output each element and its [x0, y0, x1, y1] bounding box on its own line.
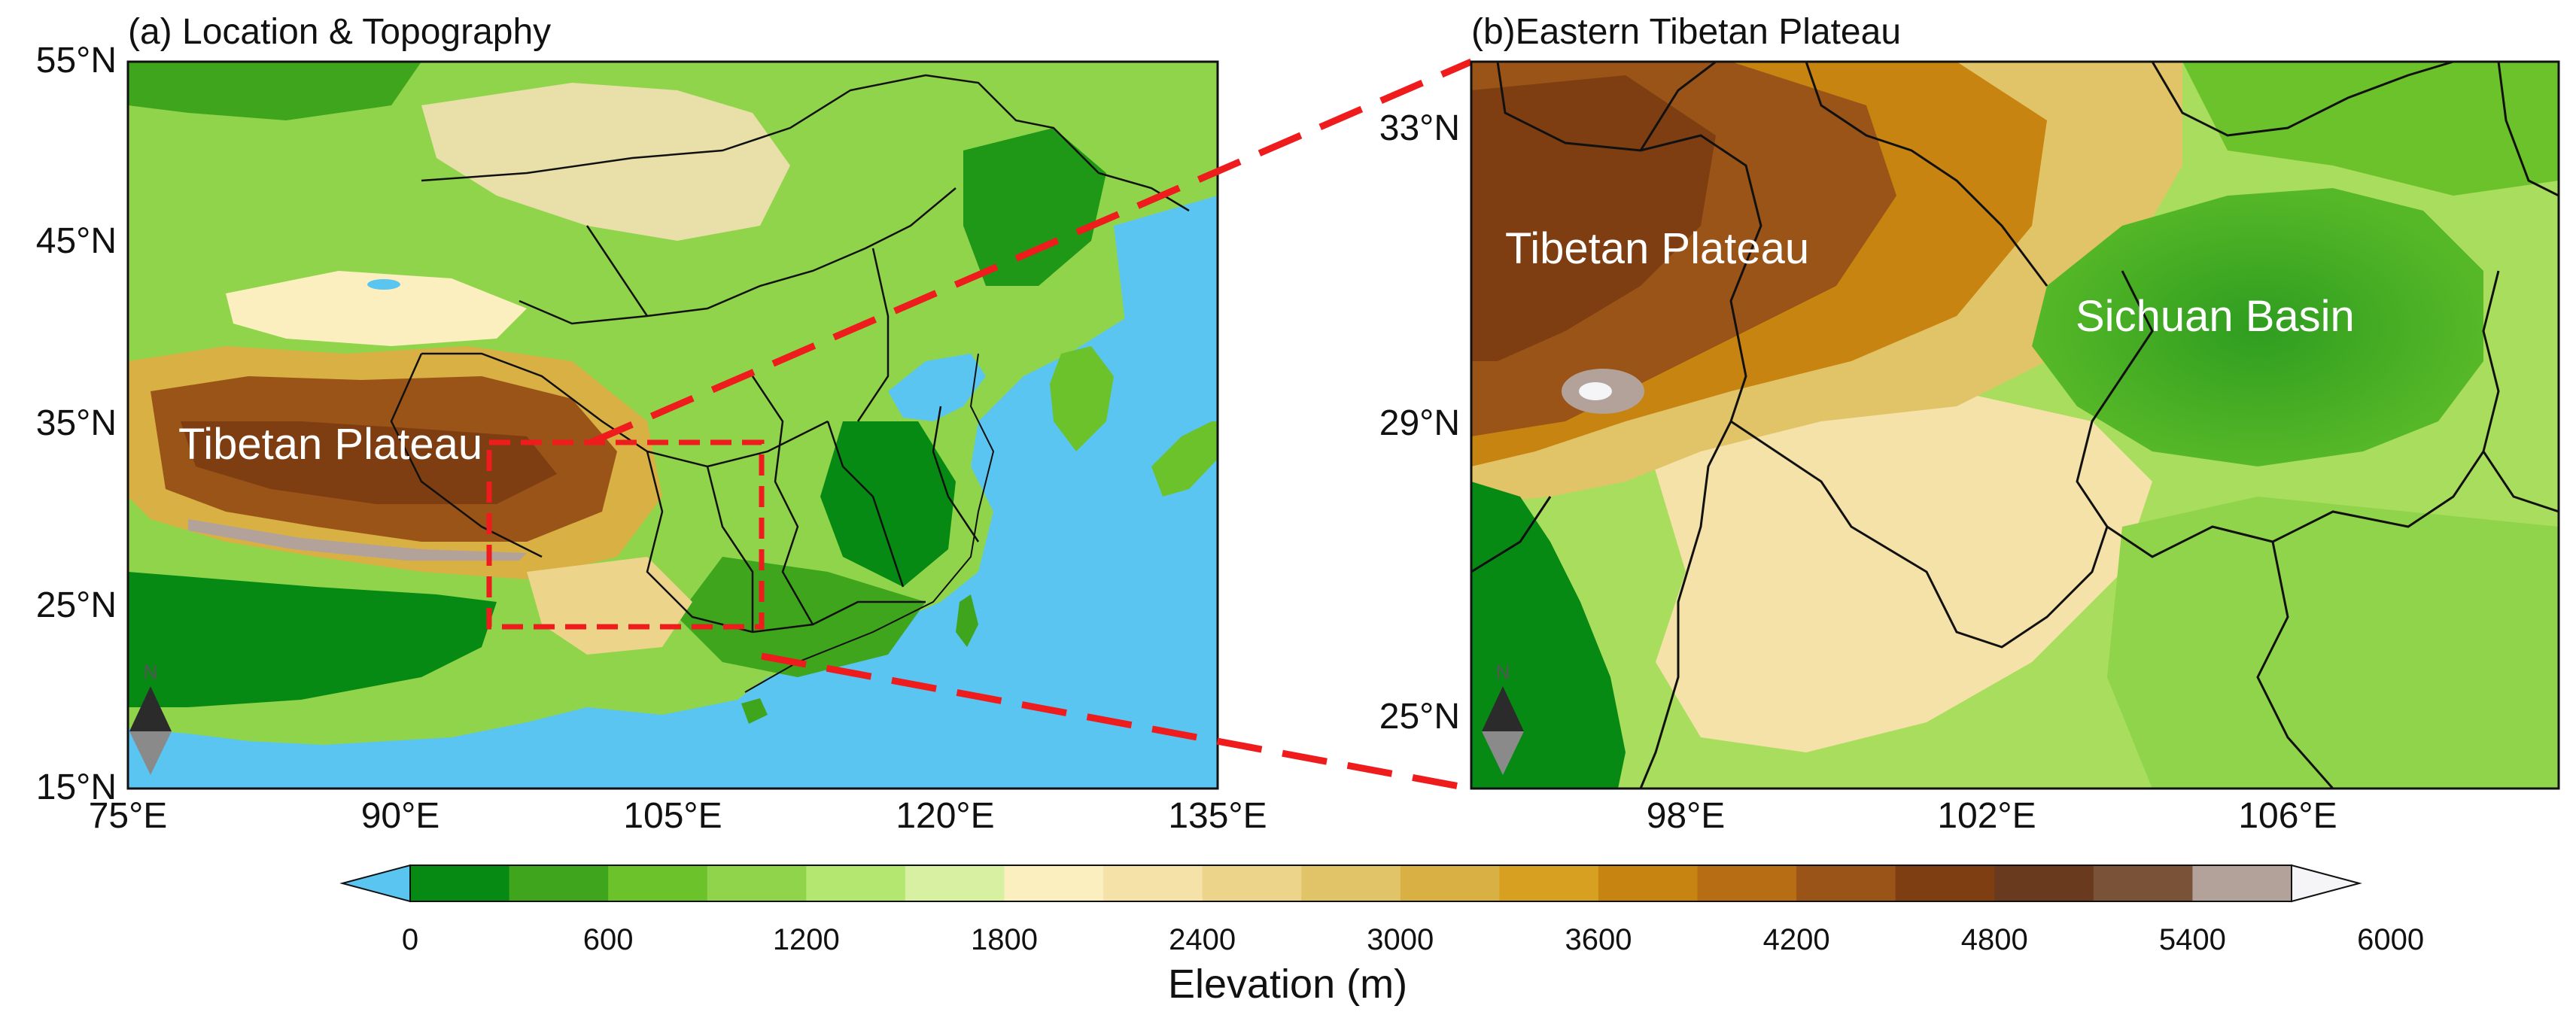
south-china [677, 557, 926, 677]
lat-tick: 25°N [36, 585, 117, 625]
colorbar-cell [1202, 865, 1302, 901]
panel-b-basin-label: Sichuan Basin [2076, 292, 2355, 341]
zoom-connector-bottom [761, 652, 1472, 792]
lon-tick: 98°E [1647, 796, 1726, 836]
lat-tick: 29°N [1379, 403, 1460, 443]
panel-a-frame [126, 60, 1219, 790]
zoom-box [486, 439, 765, 630]
colorbar-tick: 1800 [971, 923, 1038, 956]
taiwan [956, 594, 978, 647]
colorbar-cell [707, 865, 807, 901]
korea-peninsula [1050, 346, 1114, 451]
colorbar-tick: 600 [583, 923, 634, 956]
colorbar-cell [2192, 865, 2292, 901]
lon-tick: 90°E [361, 796, 440, 836]
bohai-sea [888, 354, 986, 421]
panel-b-map: Tibetan Plateau Sichuan Basin N 33°N 29°… [1379, 12, 2560, 836]
colorbar-cell [608, 865, 708, 901]
northeast-plain [963, 128, 1106, 286]
lon-tick: 106°E [2238, 796, 2337, 836]
colorbar-cell [1400, 865, 1500, 901]
north-arrow-b: N [1482, 661, 1524, 775]
panel-a-tibet-label: Tibetan Plateau [178, 420, 482, 469]
colorbar-cell [1895, 865, 1995, 901]
colorbar-cell [2093, 865, 2193, 901]
province-borders [390, 74, 1190, 634]
panel-a-lon-ticks: 75°E 90°E 105°E 120°E 135°E [89, 796, 1267, 836]
colorbar-tick: 0 [402, 923, 418, 956]
lon-tick: 135°E [1168, 796, 1267, 836]
colorbar-tick: 6000 [2357, 923, 2424, 956]
colorbar-tick: 4800 [1961, 923, 2028, 956]
panel-a-lat-ticks: 55°N 45°N 35°N 25°N 15°N [36, 41, 117, 807]
colorbar-tick: 2400 [1169, 923, 1236, 956]
colorbar-tick-labels: 0 600 1200 1800 2400 3000 3600 4200 4800… [402, 923, 2424, 956]
svg-text:N: N [1496, 661, 1510, 683]
tarim-basin [226, 271, 527, 346]
colorbar-tick: 3000 [1367, 923, 1434, 956]
north-china-plain [820, 421, 956, 587]
lon-tick: 102°E [1937, 796, 2036, 836]
colorbar-cell [1004, 865, 1104, 901]
tibet-high [181, 421, 557, 504]
colorbar-cell [410, 865, 510, 901]
lon-tick: 75°E [89, 796, 168, 836]
indian-lowland [128, 572, 497, 707]
colorbar-tick: 1200 [773, 923, 840, 956]
colorbar-cells [339, 864, 2362, 903]
colorbar-label: Elevation (m) [1168, 962, 1407, 1007]
panel-a-title: (a) Location & Topography [128, 12, 551, 52]
colorbar-cell [1598, 865, 1699, 901]
panel-b-frame [1470, 60, 2560, 790]
coastline [744, 353, 995, 693]
lat-tick: 55°N [36, 41, 117, 81]
colorbar-tick: 5400 [2159, 923, 2226, 956]
sichuan-basin [2032, 188, 2483, 466]
svg-text:N: N [144, 661, 158, 683]
glacier-core [1579, 382, 1612, 400]
lat-tick: 15°N [36, 767, 117, 807]
colorbar-cell [1103, 865, 1203, 901]
colorbar-tick: 4200 [1763, 923, 1830, 956]
lat-tick: 35°N [36, 403, 117, 443]
panel-a-map: Tibetan Plateau N 55°N 45°N 35°N 25°N 15… [36, 12, 1267, 836]
lon-tick: 120°E [896, 796, 994, 836]
colorbar-cell [1301, 865, 1401, 901]
colorbar-cell [1697, 865, 1797, 901]
colorbar-tick: 3600 [1565, 923, 1632, 956]
colorbar-frame [409, 865, 2292, 902]
panel-b-title: (b)Eastern Tibetan Plateau [1471, 12, 1901, 52]
zoom-connector-top [589, 58, 1473, 446]
colorbar-cell [509, 865, 609, 901]
lon-tick: 105°E [623, 796, 722, 836]
colorbar-cell [1994, 865, 2094, 901]
lat-tick: 45°N [36, 221, 117, 261]
ocean [128, 271, 1218, 789]
colorbar: 0 600 1200 1800 2400 3000 3600 4200 4800… [339, 864, 2424, 1007]
colorbar-cell [806, 865, 906, 901]
foothills [1641, 391, 2152, 752]
lat-tick: 25°N [1379, 697, 1460, 737]
panel-b-lon-ticks: 98°E 102°E 106°E [1647, 796, 2337, 836]
japan [1151, 421, 1218, 497]
panel-b-tibet-label: Tibetan Plateau [1505, 224, 1809, 273]
panel-b-lat-ticks: 33°N 29°N 25°N [1379, 108, 1460, 737]
hainan [741, 698, 768, 724]
southeast-green [2107, 497, 2559, 789]
sea-of-japan [1114, 196, 1218, 391]
colorbar-cell [339, 864, 411, 903]
colorbar-cell [905, 865, 1005, 901]
himalaya [188, 519, 527, 561]
east-green [2182, 62, 2559, 196]
lat-tick: 33°N [1379, 108, 1460, 148]
siberia-green [128, 62, 421, 120]
province-borders-b [1471, 62, 2559, 789]
lake [367, 279, 400, 290]
colorbar-cell [1499, 865, 1599, 901]
colorbar-cell [1796, 865, 1896, 901]
colorbar-cell [2291, 864, 2362, 903]
north-arrow-a: N [129, 661, 172, 775]
yunnan [527, 557, 692, 655]
